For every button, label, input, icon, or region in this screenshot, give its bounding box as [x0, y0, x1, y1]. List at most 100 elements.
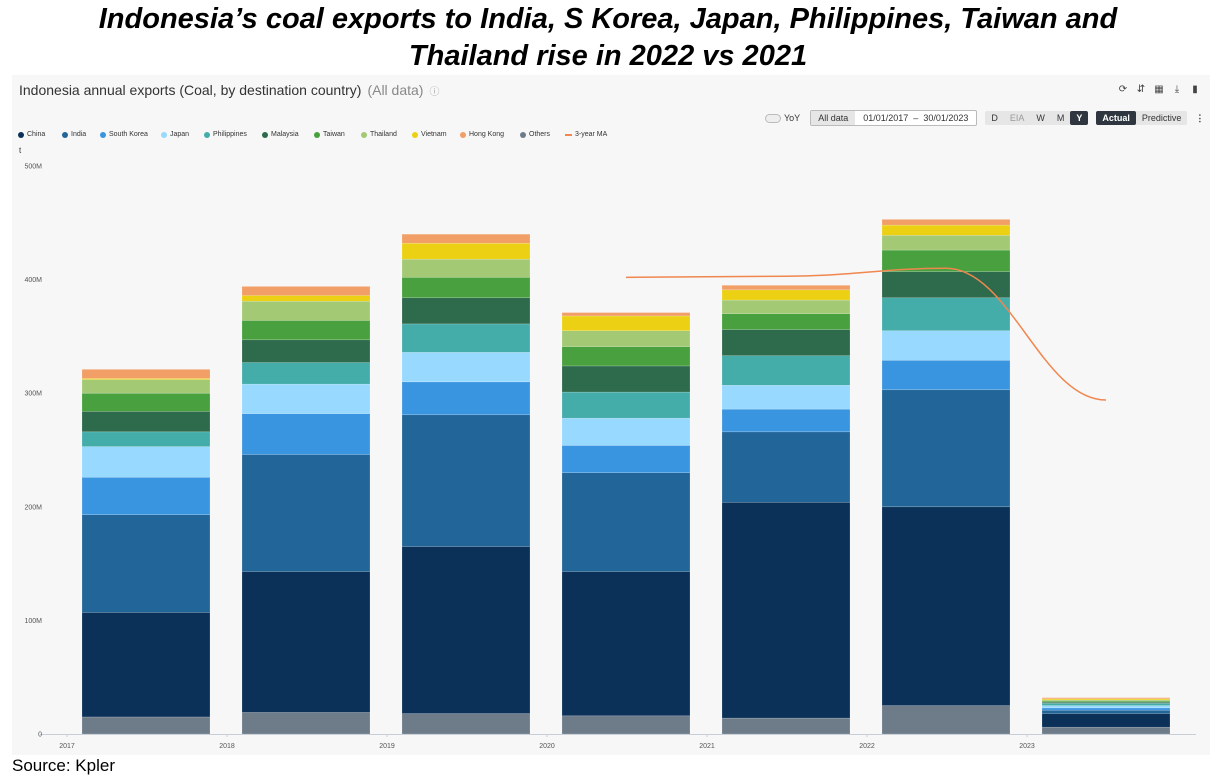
bar-segment-hong-kong-2023: [1041, 697, 1171, 700]
bar-segment-japan-2021: [721, 384, 851, 410]
bar-segment-south-korea-2023: [1041, 707, 1171, 711]
bar-segment-malaysia-2021: [721, 329, 851, 356]
bar-segment-philippines-2021: [721, 355, 851, 386]
x-tick-label: 2021: [699, 743, 715, 750]
legend-label: Thailand: [370, 131, 397, 138]
yoy-toggle[interactable]: [765, 113, 781, 123]
bar-segment-south-korea-2020: [561, 445, 691, 473]
legend-swatch: [460, 131, 466, 138]
legend-swatch: [18, 131, 24, 138]
bar-segment-others-2020: [561, 715, 691, 735]
download-icon[interactable]: ⤓: [1174, 84, 1180, 95]
bar-segment-india-2023: [1041, 709, 1171, 714]
bar-segment-taiwan-2021: [721, 313, 851, 330]
granularity-d[interactable]: D: [991, 113, 998, 123]
bookmark-icon[interactable]: ▮: [1192, 84, 1198, 95]
legend-label: China: [27, 131, 46, 138]
bar-segment-taiwan-2019: [401, 277, 531, 299]
bar-segment-others-2017: [81, 716, 211, 735]
grid-icon[interactable]: ▦: [1154, 84, 1164, 95]
compare-icon[interactable]: ⇵: [1136, 84, 1146, 95]
bar-segment-thailand-2017: [81, 379, 211, 394]
legend-item-taiwan[interactable]: Taiwan: [314, 131, 345, 138]
bar-segment-taiwan-2018: [241, 320, 371, 341]
bar-segment-vietnam-2021: [721, 289, 851, 301]
bar-segment-others-2021: [721, 717, 851, 735]
x-tick-label: 2018: [219, 743, 235, 750]
chart-actions: ⟳ ⇵ ▦ ⤓ ▮: [1118, 84, 1200, 95]
legend-item-3-year-ma[interactable]: 3-year MA: [565, 131, 607, 138]
chart-title-text: Indonesia annual exports (Coal, by desti…: [19, 82, 362, 98]
legend-item-malaysia[interactable]: Malaysia: [262, 131, 299, 138]
bar-segment-vietnam-2022: [881, 224, 1011, 236]
bar-segment-india-2018: [241, 454, 371, 572]
date-range[interactable]: 01/01/2017 – 30/01/2023: [855, 113, 976, 123]
refresh-icon[interactable]: ⟳: [1118, 84, 1128, 95]
mode-actual[interactable]: Actual: [1096, 111, 1136, 125]
legend-swatch: [100, 131, 106, 138]
three-year-ma-line: [625, 267, 1107, 401]
legend-label: India: [71, 131, 87, 138]
headline: Indonesia’s coal exports to India, S Kor…: [0, 1, 1216, 75]
more-options-icon[interactable]: ⋮: [1195, 112, 1205, 123]
bar-segment-japan-2019: [401, 352, 531, 383]
legend-label: Taiwan: [323, 131, 345, 138]
legend-item-india[interactable]: India: [62, 131, 86, 138]
bar-segment-malaysia-2018: [241, 339, 371, 363]
bar-segment-taiwan-2023: [1041, 700, 1171, 703]
legend-item-vietnam[interactable]: Vietnam: [412, 131, 447, 138]
headline-line-2: Thailand rise in 2022 vs 2021: [408, 40, 808, 72]
all-data-button[interactable]: All data: [811, 111, 856, 125]
legend-label: 3-year MA: [575, 131, 608, 138]
bar-segment-china-2020: [561, 571, 691, 717]
bar-segment-vietnam-2018: [241, 295, 371, 302]
granularity-w[interactable]: W: [1036, 113, 1045, 123]
bar-segment-philippines-2018: [241, 362, 371, 385]
legend-swatch: [565, 133, 572, 136]
headline-line-1: Indonesia’s coal exports to India, S Kor…: [98, 3, 1118, 35]
legend-item-south-korea[interactable]: South Korea: [100, 131, 148, 138]
bar-segment-philippines-2022: [881, 297, 1011, 331]
legend-item-philippines[interactable]: Philippines: [204, 131, 247, 138]
bar-segment-hong-kong-2022: [881, 219, 1011, 226]
legend-item-thailand[interactable]: Thailand: [361, 131, 397, 138]
source-note: Source: Kpler: [12, 756, 115, 775]
legend-swatch: [161, 131, 167, 138]
legend-label: Others: [529, 131, 551, 138]
bar-segment-china-2022: [881, 506, 1011, 706]
mode-predictive[interactable]: Predictive: [1141, 113, 1182, 123]
bar-segment-china-2019: [401, 546, 531, 714]
bar-segment-japan-2022: [881, 330, 1011, 361]
info-icon[interactable]: ⓘ: [429, 87, 440, 98]
granularity-eia[interactable]: EIA: [1009, 113, 1025, 123]
bar-segment-china-2017: [81, 612, 211, 718]
legend-swatch: [314, 131, 320, 138]
bar-segment-taiwan-2017: [81, 392, 211, 412]
legend-swatch: [204, 131, 210, 138]
bar-segment-taiwan-2020: [561, 346, 691, 367]
date-to: 30/01/2023: [923, 113, 969, 123]
bar-segment-others-2023: [1041, 726, 1171, 735]
legend-item-hong-kong[interactable]: Hong Kong: [460, 131, 504, 138]
y-tick-label: 500M: [24, 164, 42, 171]
bar-segment-hong-kong-2021: [721, 285, 851, 291]
bar-segment-malaysia-2022: [881, 271, 1011, 299]
legend-swatch: [262, 131, 268, 138]
legend-item-china[interactable]: China: [18, 131, 45, 138]
date-from: 01/01/2017: [863, 113, 909, 123]
bar-segment-japan-2017: [81, 446, 211, 478]
bar-segment-others-2018: [241, 712, 371, 735]
legend-item-japan[interactable]: Japan: [161, 131, 189, 138]
granularity-m[interactable]: M: [1056, 113, 1065, 123]
bar-segment-hong-kong-2017: [81, 369, 211, 379]
x-tick-label: 2023: [1019, 743, 1035, 750]
y-tick-label: 100M: [24, 618, 42, 625]
bar-segment-japan-2018: [241, 383, 371, 414]
legend-item-others[interactable]: Others: [520, 131, 550, 138]
date-range-picker[interactable]: All data 01/01/2017 – 30/01/2023: [810, 110, 978, 126]
granularity-y[interactable]: Y: [1070, 111, 1089, 125]
bar-segment-south-korea-2022: [881, 360, 1011, 391]
bar-segment-hong-kong-2019: [401, 233, 531, 244]
y-tick-label: 300M: [24, 391, 42, 398]
